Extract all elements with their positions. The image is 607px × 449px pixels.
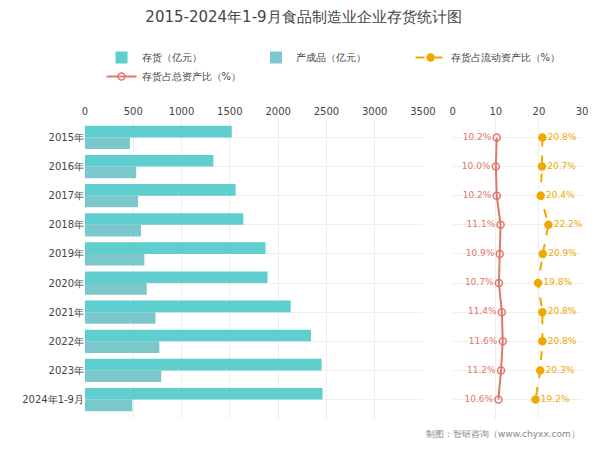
svg-text:2000: 2000 <box>265 106 290 117</box>
svg-text:2018年: 2018年 <box>49 219 84 230</box>
svg-text:11.2%: 11.2% <box>467 365 496 375</box>
svg-text:2022年: 2022年 <box>49 336 84 347</box>
svg-text:11.4%: 11.4% <box>468 306 497 316</box>
svg-text:2015年: 2015年 <box>49 132 84 143</box>
svg-text:0: 0 <box>82 106 88 117</box>
svg-text:20.3%: 20.3% <box>546 365 575 375</box>
svg-text:2016年: 2016年 <box>49 161 84 172</box>
svg-text:20.9%: 20.9% <box>548 248 577 258</box>
svg-text:10.2%: 10.2% <box>463 190 492 200</box>
svg-text:10.0%: 10.0% <box>462 161 491 171</box>
svg-text:2019年: 2019年 <box>49 248 84 259</box>
svg-text:19.8%: 19.8% <box>543 277 572 287</box>
svg-text:存货（亿元）: 存货（亿元） <box>142 52 202 63</box>
svg-text:2500: 2500 <box>314 106 339 117</box>
svg-text:0: 0 <box>450 106 456 117</box>
svg-text:10.7%: 10.7% <box>465 277 494 287</box>
svg-text:22.2%: 22.2% <box>554 219 583 229</box>
svg-text:存货占总资产比（%）: 存货占总资产比（%） <box>142 71 242 82</box>
svg-text:2023年: 2023年 <box>49 365 84 376</box>
svg-text:3500: 3500 <box>410 106 435 117</box>
svg-text:10.6%: 10.6% <box>464 394 493 404</box>
svg-text:30: 30 <box>576 106 589 117</box>
svg-text:19.2%: 19.2% <box>541 394 570 404</box>
svg-text:2024年1-9月: 2024年1-9月 <box>22 394 84 405</box>
svg-text:10.2%: 10.2% <box>463 132 492 142</box>
svg-text:1000: 1000 <box>169 106 194 117</box>
svg-text:20: 20 <box>533 106 546 117</box>
svg-text:20.8%: 20.8% <box>548 306 577 316</box>
svg-text:10: 10 <box>489 106 502 117</box>
svg-text:20.8%: 20.8% <box>548 336 577 346</box>
svg-text:存货占流动资产比（%）: 存货占流动资产比（%） <box>451 52 561 63</box>
svg-text:20.7%: 20.7% <box>547 161 576 171</box>
svg-text:500: 500 <box>124 106 143 117</box>
svg-text:11.6%: 11.6% <box>469 336 498 346</box>
svg-text:20.8%: 20.8% <box>548 132 577 142</box>
svg-text:产成品（亿元）: 产成品（亿元） <box>296 52 366 63</box>
svg-text:20.4%: 20.4% <box>546 190 575 200</box>
svg-text:10.9%: 10.9% <box>466 248 495 258</box>
svg-text:2020年: 2020年 <box>49 278 84 289</box>
svg-text:1500: 1500 <box>217 106 242 117</box>
svg-text:11.1%: 11.1% <box>467 219 496 229</box>
svg-text:2015-2024年1-9月食品制造业企业存货统计图: 2015-2024年1-9月食品制造业企业存货统计图 <box>145 8 461 26</box>
svg-text:3000: 3000 <box>362 106 387 117</box>
svg-text:2021年: 2021年 <box>49 307 84 318</box>
svg-text:制图：智研咨询（www.chyxx.com）: 制图：智研咨询（www.chyxx.com） <box>426 429 580 439</box>
svg-text:2017年: 2017年 <box>49 190 84 201</box>
